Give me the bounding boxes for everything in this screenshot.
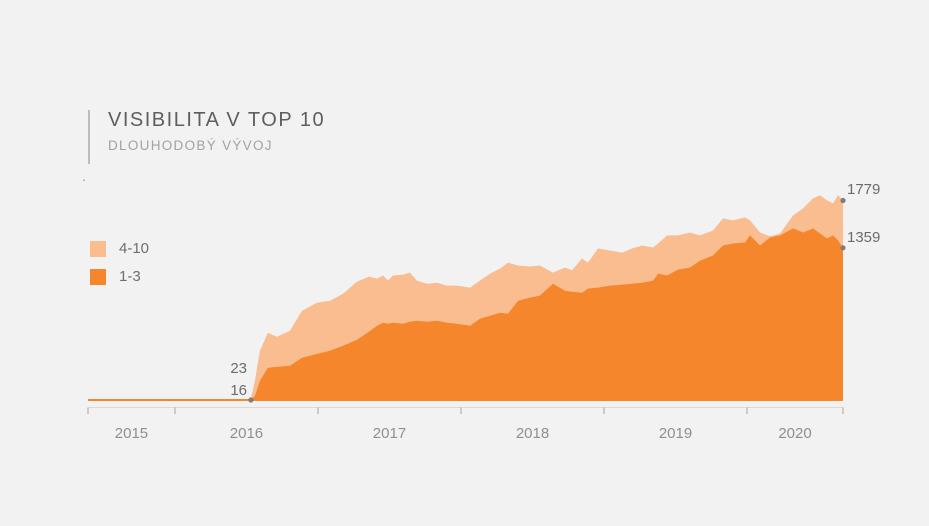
x-axis-tick-label: 2017 [372,425,407,442]
x-axis-tick-label: 2015 [114,425,149,442]
title-accent-bar [88,110,90,164]
legend-swatch-4-10 [90,240,106,257]
legend-label-1-3: 1-3 [119,268,141,285]
x-axis-tick-label: 2019 [658,425,693,442]
x-axis-tick-label: 2018 [515,425,550,442]
legend-item-1-3: 1-3 [90,268,149,285]
end-total-value-label: 1779 [847,181,881,198]
legend-item-4-10: 4-10 [90,240,149,257]
title-block: VISIBILITA V TOP 10 DLOUHODOBÝ VÝVOJ [108,110,325,164]
stray-period-mark: . [82,168,86,184]
x-axis-tick-label: 2020 [778,425,812,442]
end-bottom-value-label: 1359 [847,229,881,246]
chart-legend: 4-10 1-3 [90,240,149,296]
legend-swatch-1-3 [90,268,106,285]
x-axis-tick-label: 2016 [229,425,264,442]
chart-title: VISIBILITA V TOP 10 [108,109,326,131]
start-total-value-label: 23 [230,360,247,377]
legend-label-4-10: 4-10 [119,240,150,257]
start-bottom-value-label: 16 [230,382,247,399]
chart-subtitle: DLOUHODOBÝ VÝVOJ [108,138,273,153]
chart-header: VISIBILITA V TOP 10 DLOUHODOBÝ VÝVOJ [88,110,325,164]
